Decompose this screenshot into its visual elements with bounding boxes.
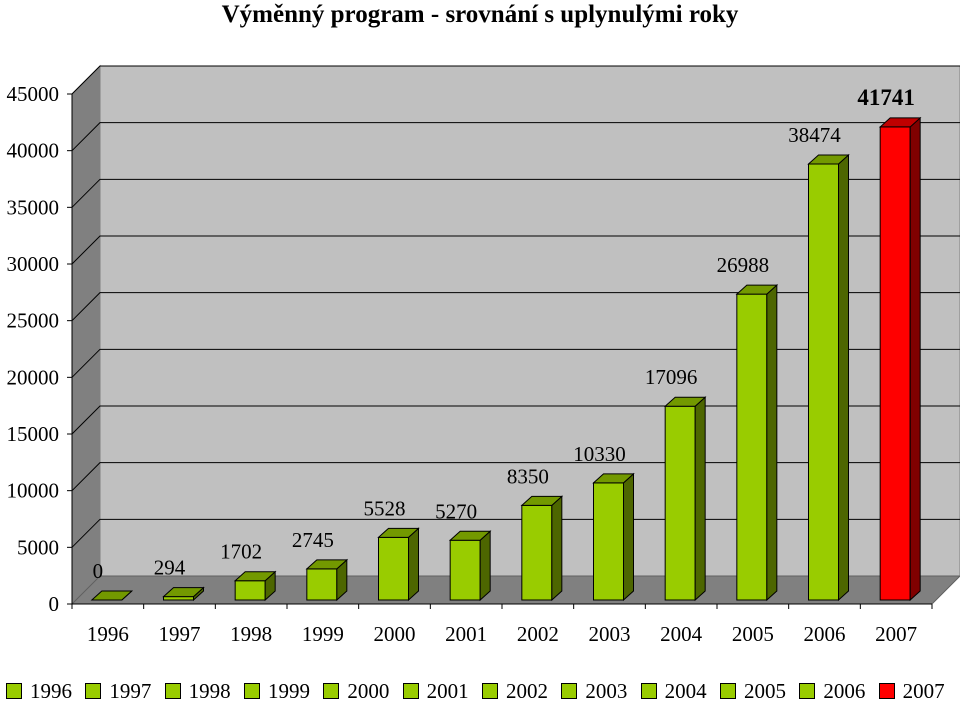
gridline (71, 65, 960, 95)
legend-item-1999: 1999 (244, 678, 310, 704)
data-label: 5528 (364, 496, 406, 520)
y-tick-label: 15000 (7, 422, 60, 446)
data-label: 0 (93, 559, 104, 583)
legend-label: 2000 (347, 679, 390, 703)
legend-label: 2002 (506, 679, 548, 703)
y-tick-label: 30000 (7, 252, 60, 276)
data-label: 1702 (220, 540, 262, 564)
legend-item-2004: 2004 (640, 678, 707, 704)
legend-swatch (799, 683, 816, 699)
bar-2007 (878, 116, 922, 602)
x-tick-label: 2001 (445, 622, 487, 646)
y-tick-label: 35000 (7, 195, 60, 219)
data-label: 294 (154, 556, 186, 580)
x-tick-label: 1999 (302, 622, 344, 646)
bar-chart: 0500010000150002000025000300003500040000… (7, 64, 960, 646)
bar-1997 (162, 586, 205, 602)
legend-label: 1999 (268, 679, 310, 703)
data-label: 2745 (292, 528, 334, 552)
data-label: 26988 (717, 253, 770, 277)
data-label: 5270 (435, 499, 477, 523)
legend-swatch (561, 683, 578, 699)
bar-2006 (807, 153, 850, 602)
legend-item-2003: 2003 (561, 678, 627, 704)
x-tick-label: 2004 (660, 622, 703, 646)
legend-item-2001: 2001 (402, 678, 469, 704)
y-tick-label: 5000 (17, 535, 59, 559)
legend-swatch (164, 683, 181, 699)
legend-label: 1996 (30, 679, 72, 703)
x-tick-label: 2007 (875, 622, 917, 646)
bar-2001 (448, 530, 492, 602)
legend-label: 2005 (744, 679, 786, 703)
legend-swatch (244, 683, 260, 699)
x-tick-label: 2003 (589, 622, 631, 646)
legend-item-2006: 2006 (799, 678, 865, 704)
y-tick-label: 10000 (7, 479, 60, 503)
bar-2003 (592, 472, 635, 602)
data-label: 8350 (507, 464, 549, 488)
legend-item-2000: 2000 (323, 678, 389, 704)
gridline (71, 292, 960, 322)
legend-swatch (402, 683, 419, 699)
x-tick-label: 2005 (732, 622, 774, 646)
y-tick-label: 40000 (7, 139, 60, 163)
y-tick-label: 45000 (7, 82, 60, 106)
gridline (71, 348, 960, 378)
gridline (71, 235, 960, 265)
data-label: 10330 (573, 442, 626, 466)
legend-label: 2006 (823, 679, 866, 703)
legend-label: 1998 (188, 679, 231, 703)
data-label: 41741 (857, 85, 915, 110)
legend-label: 2003 (585, 679, 628, 703)
y-tick-label: 20000 (7, 365, 60, 389)
legend-swatch (323, 683, 340, 699)
legend-label: 2001 (426, 679, 469, 703)
legend-label: 2004 (664, 679, 707, 703)
bar-2005 (735, 284, 779, 602)
legend-swatch (85, 683, 102, 699)
y-tick-label: 0 (49, 592, 60, 616)
y-tick-label: 25000 (7, 309, 60, 333)
legend-item-2005: 2005 (720, 678, 786, 704)
x-tick-label: 1997 (159, 622, 201, 646)
gridline (71, 122, 960, 152)
x-tick-label: 2000 (374, 622, 416, 646)
data-label: 17096 (645, 365, 698, 389)
x-tick-label: 2006 (804, 622, 846, 646)
bar-1998 (233, 570, 277, 602)
legend-swatch (640, 683, 657, 699)
x-tick-label: 1996 (87, 622, 129, 646)
data-label: 38474 (788, 123, 841, 147)
bar-1999 (305, 558, 349, 602)
legend-swatch (482, 683, 498, 699)
bar-1996 (90, 590, 134, 601)
gridline (71, 178, 960, 208)
legend-swatch (878, 683, 895, 699)
x-tick-label: 1998 (230, 622, 272, 646)
legend-item-2007: 2007 (878, 678, 945, 704)
legend-item-1998: 1998 (164, 678, 231, 704)
legend-item-1996: 1996 (6, 678, 72, 704)
bar-2000 (377, 527, 420, 602)
legend-item-2002: 2002 (482, 678, 548, 704)
legend-swatch (6, 683, 22, 699)
legend-item-1997: 1997 (85, 678, 151, 704)
bar-2004 (663, 396, 707, 602)
legend: 1996 1997 1998 1999 2000 2001 2002 2003 2004 2005… (0, 678, 960, 704)
legend-label: 2007 (902, 679, 945, 703)
legend-label: 1997 (109, 679, 152, 703)
bar-2002 (520, 495, 564, 602)
chart-title: Výměnný program - srovnání s uplynulými … (221, 1, 739, 28)
legend-swatch (720, 683, 736, 699)
x-tick-label: 2002 (517, 622, 559, 646)
